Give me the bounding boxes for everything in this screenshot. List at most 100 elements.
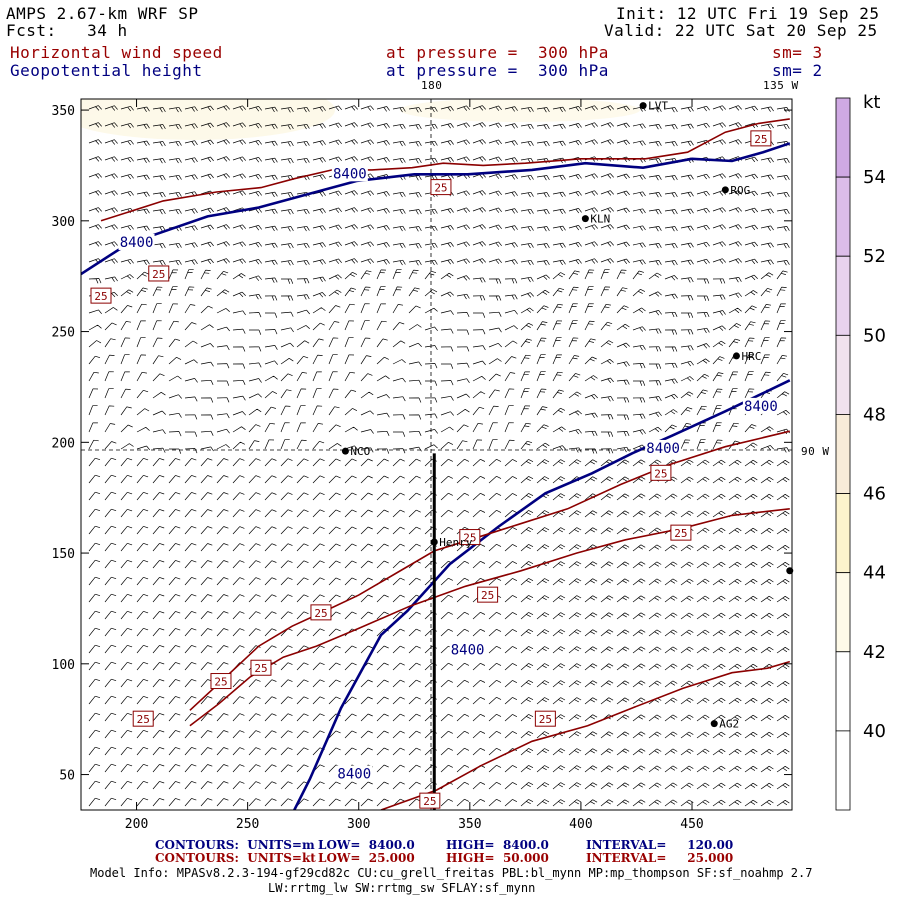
wind-contour-label: 25 [314, 607, 327, 620]
station-dot [721, 186, 729, 194]
wind-label-box [210, 673, 232, 690]
model-info-physics: LW:rrtmg_lw SW:rrtmg_sw SFLAY:sf_mynn [268, 881, 536, 895]
wind-contour-label: 25 [214, 676, 227, 689]
lon-label-90w: 90 W [801, 445, 830, 458]
wind-barbs [88, 105, 790, 807]
height-label-bg [742, 397, 779, 414]
station-dot [430, 538, 438, 546]
wind-label-box [670, 524, 692, 541]
station-label: LVT [648, 100, 668, 113]
colorbar-level: 46 [863, 484, 886, 505]
forecast-hour: Fcst: 34 h [6, 21, 128, 40]
station-label: KLN [590, 213, 610, 226]
contour-labels: 8400 8400 8400 8400 8400 8400 25 25 25 25 25 25 25 25… [90, 130, 779, 809]
contour-info-height-low: LOW= 8400.0 [318, 838, 415, 852]
wind-contour-label: 25 [434, 182, 447, 195]
wind-contour-label: 25 [754, 133, 767, 146]
wind-contour-label: 25 [481, 589, 494, 602]
station-label: NCO [350, 445, 370, 458]
wind-label-box [459, 529, 481, 546]
colorbar-segment [835, 255, 851, 336]
field2-smoothing: sm= 2 [772, 61, 823, 80]
wind-contour-label: 25 [423, 795, 436, 808]
wind-contour-label: 25 [94, 290, 107, 303]
station-label: ROG [730, 184, 750, 197]
colorbar-level: 48 [863, 404, 886, 425]
axes: 200 250 300 350 400 450 50 100 150 200 250 300 350 [52, 99, 792, 832]
station-label: AG2 [719, 718, 739, 731]
wind-contour-label: 25 [539, 713, 552, 726]
contour-info-wind-high: HIGH= 50.000 [446, 851, 549, 865]
wind-label-box [650, 464, 672, 481]
model-title: AMPS 2.67-km WRF SP [6, 4, 199, 23]
wind-contour [380, 660, 791, 810]
colorbar-segment [835, 651, 851, 732]
model-info: Model Info: MPASv8.2.3-194-gf29cd82c CU:… [90, 866, 813, 880]
colorbar: kt 54 52 50 48 46 44 42 40 [835, 92, 886, 811]
init-time: Init: 12 UTC Fri 19 Sep 25 [616, 4, 880, 23]
contour-info-height-label: CONTOURS: UNITS=m [155, 838, 315, 852]
wind-contour [189, 430, 790, 711]
x-tick-label: 450 [680, 817, 703, 832]
station-markers: LVT ROG KLN HRC NCO Henry AG2 [341, 100, 794, 731]
contour-info-height-high: HIGH= 8400.0 [446, 838, 549, 852]
wind-label-box [132, 710, 154, 727]
wind-speed-shading [81, 99, 640, 169]
colorbar-level: 52 [863, 246, 886, 267]
colorbar-segment [835, 334, 851, 415]
x-tick-label: 400 [569, 817, 592, 832]
contour-info-wind-label: CONTOURS: UNITS=kt [155, 851, 316, 865]
height-label-bg [118, 233, 155, 250]
wind-contour-label: 25 [654, 467, 667, 480]
height-contour-label: 8400 [333, 166, 367, 182]
contour-info-wind-interval: INTERVAL= 25.000 [586, 851, 734, 865]
colorbar-level: 44 [863, 563, 886, 584]
height-contour-label: 8400 [451, 643, 485, 659]
station-label: Henry [439, 536, 472, 549]
colorbar-level: 42 [863, 642, 886, 663]
colorbar-unit: kt [863, 92, 880, 113]
lon-label-180: 180 [421, 79, 443, 92]
wind-label-box [419, 792, 441, 809]
wind-label-box [430, 179, 452, 196]
colorbar-level: 50 [863, 325, 886, 346]
contour-info-wind-low: LOW= 25.000 [318, 851, 415, 865]
height-contour-label: 8400 [337, 767, 371, 783]
y-tick-label: 250 [52, 326, 75, 341]
station-dot [710, 720, 718, 728]
y-tick-label: 100 [52, 658, 75, 673]
y-tick-label: 150 [52, 547, 75, 562]
colorbar-level: 54 [863, 167, 886, 188]
height-label-bg [449, 641, 486, 658]
wind-contour-label: 25 [137, 713, 150, 726]
x-tick-label: 250 [236, 817, 259, 832]
height-contour [81, 142, 791, 276]
station-dot [341, 447, 349, 455]
height-label-bg [331, 165, 368, 182]
field2-level: at pressure = 300 hPa [386, 61, 609, 80]
colorbar-segment [835, 493, 851, 574]
height-label-bg [645, 439, 682, 456]
wind-label-box [90, 287, 112, 304]
lat-lon-lines [81, 99, 792, 810]
station-dot [639, 102, 647, 110]
wind-contour-label: 25 [463, 532, 476, 545]
lon-label-135w: 135 W [763, 79, 799, 92]
contour-info-height-interval: INTERVAL= 120.00 [586, 838, 734, 852]
colorbar-segment [835, 176, 851, 257]
wind-label-box [477, 586, 499, 603]
wind-label-box [250, 659, 272, 676]
y-tick-label: 350 [52, 104, 75, 119]
y-tick-label: 50 [59, 769, 75, 784]
y-tick-label: 300 [52, 215, 75, 230]
colorbar-segment [835, 414, 851, 494]
station-label: HRC [741, 350, 761, 363]
wind-label-box [310, 604, 332, 621]
height-contour-label: 8400 [646, 441, 680, 457]
valid-time: Valid: 22 UTC Sat 20 Sep 25 [604, 21, 878, 40]
station-dot [581, 215, 589, 223]
plot-frame [80, 98, 793, 811]
wind-contour-label: 25 [254, 662, 267, 675]
colorbar-segment [835, 97, 851, 178]
